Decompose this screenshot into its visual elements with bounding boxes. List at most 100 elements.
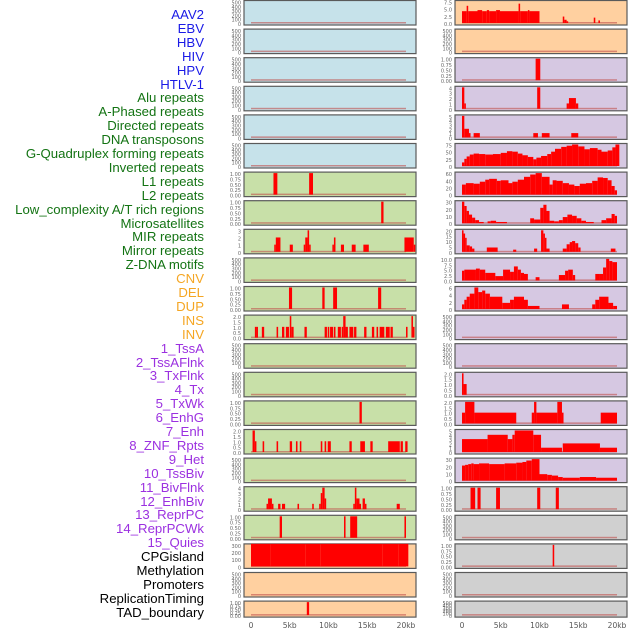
data-bar [340, 244, 344, 252]
data-bar [463, 233, 466, 252]
track-label: DEL [178, 285, 204, 300]
y-tick-label: 0 [238, 365, 241, 371]
data-bar [574, 186, 580, 195]
panel-baseline [251, 222, 406, 224]
data-bar [598, 20, 600, 23]
y-tick-label: 400 [442, 348, 452, 354]
track-label: 14_ReprPCWk [116, 521, 204, 537]
data-bar [489, 464, 505, 481]
data-bar [322, 287, 325, 309]
y-tick-label: 1.00 [230, 201, 241, 207]
data-bar [575, 243, 579, 252]
y-tick-label: 300 [231, 95, 241, 101]
y-tick-label: 300 [442, 581, 452, 587]
y-tick-label: 500 [231, 1, 241, 7]
y-tick-label: 0.0 [444, 22, 452, 28]
y-tick-label: 3 [238, 492, 241, 498]
panel-background [454, 600, 628, 618]
panel-baseline [462, 136, 617, 138]
y-tick-label: 5 [449, 115, 452, 121]
y-tick-label: 2 [449, 97, 452, 103]
data-bar [327, 326, 330, 338]
track-label: HPV [176, 62, 204, 78]
x-tick-label: 15kb [569, 621, 588, 630]
y-tick-label: 1.5 [233, 435, 241, 441]
data-bar [513, 296, 524, 309]
y-tick-label: 200 [442, 585, 452, 591]
track-label: 7_Enh [165, 424, 204, 439]
data-bar [479, 154, 486, 166]
y-tick-label: 0.25 [441, 503, 452, 509]
panel-background [454, 314, 628, 341]
data-bar [289, 316, 292, 338]
data-bar [466, 156, 470, 166]
data-bar [613, 305, 617, 309]
data-bar [312, 503, 314, 510]
data-bar [543, 204, 547, 224]
data-bar [487, 434, 508, 452]
panel-background [454, 571, 628, 598]
y-tick-label: 1.00 [230, 515, 241, 521]
y-tick-label: 0 [449, 165, 452, 171]
y-tick-label: 200 [231, 385, 241, 391]
panel-baseline [462, 594, 617, 596]
data-bar [468, 11, 478, 23]
y-tick-label: 200 [442, 528, 452, 534]
data-bar [603, 177, 608, 195]
y-tick-label: 0 [449, 194, 452, 200]
panel-baseline [251, 193, 406, 196]
panel-baseline [462, 50, 617, 53]
y-tick-label: 500 [231, 144, 241, 150]
y-tick-label: 200 [231, 585, 241, 591]
y-tick-label: 0.50 [441, 555, 452, 561]
y-tick-label: 25 [446, 158, 452, 164]
data-bar [552, 544, 555, 567]
data-bar [534, 401, 537, 424]
data-bar [495, 276, 504, 281]
y-tick-label: 400 [231, 91, 241, 97]
y-tick-label: 200 [442, 42, 452, 48]
data-bar [546, 210, 550, 224]
data-bar [333, 287, 338, 309]
data-bar [332, 244, 334, 252]
track-label: 5_TxWk [155, 396, 204, 412]
y-tick-label: 500 [442, 29, 452, 35]
data-bar [530, 174, 536, 195]
data-bar [462, 270, 465, 281]
data-bar [534, 248, 538, 252]
y-tick-label: 0 [449, 136, 452, 142]
y-tick-label: 0 [449, 365, 452, 371]
data-bar [256, 326, 258, 338]
data-bar [254, 326, 257, 338]
y-tick-label: 0 [449, 480, 452, 486]
track-label: 3_TxFlnk [149, 368, 204, 384]
data-bar [537, 487, 541, 510]
track-label: 4_Tx [174, 382, 204, 398]
data-bar [468, 464, 472, 481]
y-tick-label: 1.00 [441, 544, 452, 550]
data-bar [465, 183, 474, 195]
y-tick-label: 100 [231, 475, 241, 481]
data-bar [512, 181, 518, 195]
y-tick-label: 200 [442, 357, 452, 363]
data-bar [485, 179, 490, 195]
y-tick-label: 400 [442, 604, 452, 610]
y-tick-label: 0 [449, 337, 452, 343]
data-bar [599, 447, 617, 452]
data-bar [282, 503, 286, 510]
data-bar [595, 299, 600, 309]
y-tick-label: 0.50 [230, 526, 241, 532]
y-tick-label: 0.75 [230, 206, 241, 212]
y-tick-label: 500 [231, 573, 241, 579]
data-bar [518, 3, 521, 24]
data-bar [320, 543, 329, 567]
data-bar [599, 273, 604, 281]
data-bar [252, 430, 255, 452]
y-tick-label: 500 [231, 86, 241, 92]
data-bar [465, 464, 469, 481]
data-bar [462, 230, 464, 252]
y-tick-label: 1 [449, 447, 452, 453]
y-tick-label: 400 [231, 377, 241, 383]
data-bar [558, 220, 563, 224]
x-tick-label: 20kb [397, 621, 416, 630]
